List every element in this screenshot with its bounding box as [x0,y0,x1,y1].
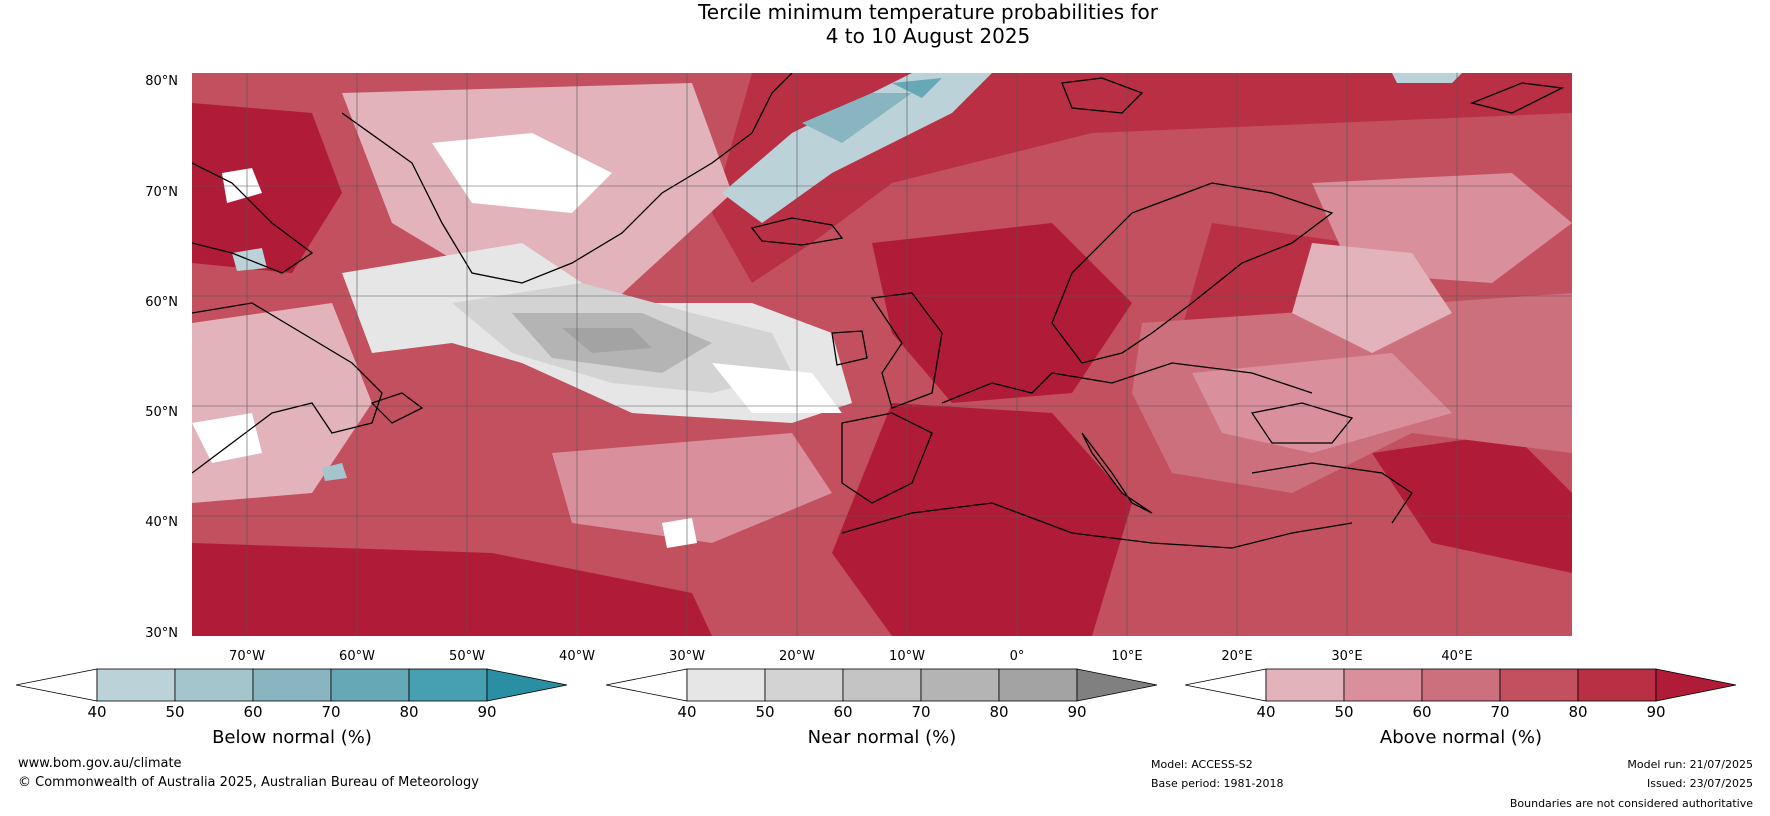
lon-label-60w: 60°W [339,649,375,664]
colorbar-segment [1265,668,1345,702]
colorbar-near-title: Near normal (%) [807,727,957,748]
tick-near-70: 70 [911,703,931,721]
tick-near-80: 80 [989,703,1009,721]
tick-below-70: 70 [321,703,341,721]
colorbar-under-triangle [606,668,688,702]
tick-near-40: 40 [677,703,697,721]
tick-near-90: 90 [1067,703,1087,721]
map-title: Tercile minimum temperature probabilitie… [0,0,1770,48]
colorbar-over-triangle [1076,668,1158,702]
footer-model-run: Model run: 21/07/2025 [1627,758,1753,771]
lon-label-10w: 10°W [889,649,925,664]
tick-near-50: 50 [755,703,775,721]
lon-label-0: 0° [1009,649,1025,664]
tick-above-50: 50 [1334,703,1354,721]
colorbar-segment [174,668,254,702]
colorbar-above-normal [1185,668,1737,702]
lat-label-80n: 80°N [145,74,178,89]
tick-below-60: 60 [243,703,263,721]
colorbar-under-triangle [1185,668,1267,702]
map-title-line2: 4 to 10 August 2025 [825,24,1031,48]
colorbar-segment [1421,668,1501,702]
colorbar-segment [998,668,1078,702]
map-title-line1: Tercile minimum temperature probabilitie… [697,0,1159,24]
lat-label-50n: 50°N [145,405,178,420]
lon-label-30e: 30°E [1331,649,1363,664]
colorbar-segment [330,668,410,702]
colorbar-over-triangle [486,668,568,702]
colorbar-segment [1577,668,1657,702]
tick-above-70: 70 [1490,703,1510,721]
colorbar-segment [1499,668,1579,702]
footer-issued: Issued: 23/07/2025 [1646,777,1753,790]
tick-below-90: 90 [477,703,497,721]
colorbar-under-triangle [16,668,98,702]
probability-map [192,73,1572,636]
tick-above-80: 80 [1568,703,1588,721]
footer-disclaimer: Boundaries are not considered authoritat… [1509,797,1753,810]
lon-label-70w: 70°W [229,649,265,664]
footer-website: www.bom.gov.au/climate [18,756,182,771]
tick-above-40: 40 [1256,703,1276,721]
tick-above-60: 60 [1412,703,1432,721]
colorbar-over-triangle [1655,668,1737,702]
lat-label-70n: 70°N [145,185,178,200]
colorbar-segment [920,668,1000,702]
footer-base-period: Base period: 1981-2018 [1151,777,1284,790]
colorbar-segment [1343,668,1423,702]
lon-label-20e: 20°E [1221,649,1253,664]
lat-label-40n: 40°N [145,515,178,530]
colorbar-segment [686,668,766,702]
colorbar-segment [252,668,332,702]
footer-copyright: © Commonwealth of Australia 2025, Austra… [18,775,479,790]
colorbar-above-title: Above normal (%) [1379,727,1543,748]
colorbar-below-title: Below normal (%) [212,727,372,748]
lon-label-20w: 20°W [779,649,815,664]
colorbar-segment [842,668,922,702]
colorbar-segment [764,668,844,702]
lon-label-30w: 30°W [669,649,705,664]
lon-label-40e: 40°E [1441,649,1473,664]
colorbar-below-normal [16,668,568,702]
tick-near-60: 60 [833,703,853,721]
lon-label-10e: 10°E [1111,649,1143,664]
lat-label-30n: 30°N [145,626,178,641]
lat-label-60n: 60°N [145,295,178,310]
lon-label-50w: 50°W [449,649,485,664]
colorbar-segment [408,668,488,702]
footer-model: Model: ACCESS-S2 [1151,758,1253,771]
tick-above-90: 90 [1646,703,1666,721]
lon-label-40w: 40°W [559,649,595,664]
colorbar-segment [96,668,176,702]
colorbar-near-normal [606,668,1158,702]
tick-below-80: 80 [399,703,419,721]
tick-below-50: 50 [165,703,185,721]
tick-below-40: 40 [87,703,107,721]
map-canvas [192,73,1572,636]
